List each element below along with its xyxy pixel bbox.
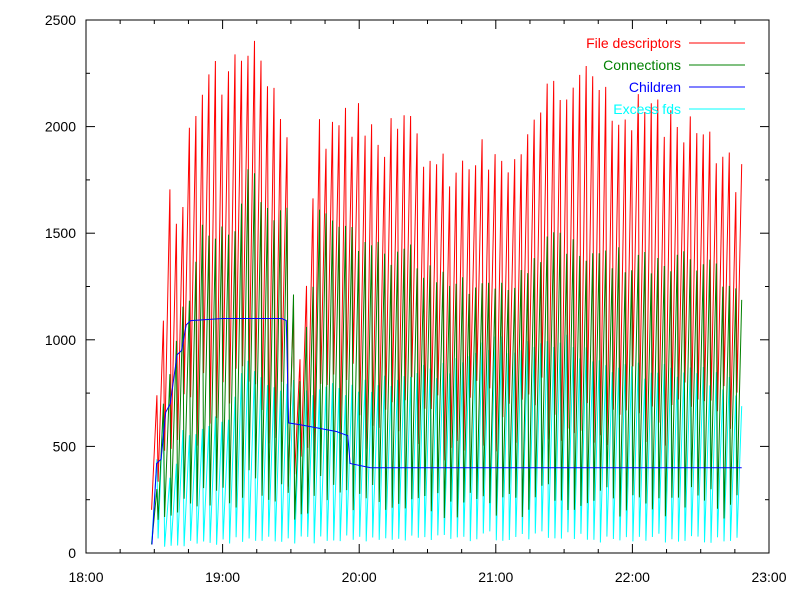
legend-label: Connections <box>603 57 681 73</box>
y-tick-label: 0 <box>68 545 76 561</box>
x-tick-label: 22:00 <box>615 569 650 585</box>
legend-label: Excess fds <box>613 101 681 117</box>
y-tick-label: 500 <box>53 438 77 454</box>
legend-label: File descriptors <box>586 35 681 51</box>
y-axis: 0 500 1000 1500 2000 2500 <box>45 12 769 561</box>
x-tick-label: 18:00 <box>68 569 103 585</box>
x-tick-label: 21:00 <box>478 569 513 585</box>
legend-label: Children <box>629 79 681 95</box>
y-tick-label: 2000 <box>45 119 76 135</box>
x-tick-label: 19:00 <box>205 569 240 585</box>
series-line-children <box>151 318 742 545</box>
x-tick-label: 23:00 <box>751 569 786 585</box>
series-line-excess-fds <box>151 334 743 547</box>
x-axis: 18:00 19:00 20:00 21:00 22:00 23:00 <box>68 20 787 585</box>
y-tick-label: 1500 <box>45 225 76 241</box>
series-line-connections <box>151 169 743 545</box>
y-tick-label: 2500 <box>45 12 76 28</box>
x-tick-label: 20:00 <box>342 569 377 585</box>
y-tick-label: 1000 <box>45 332 76 348</box>
series-line-file-descriptors <box>151 40 743 510</box>
series-layer <box>151 40 743 547</box>
legend: File descriptors Connections Children Exces… <box>586 35 745 117</box>
